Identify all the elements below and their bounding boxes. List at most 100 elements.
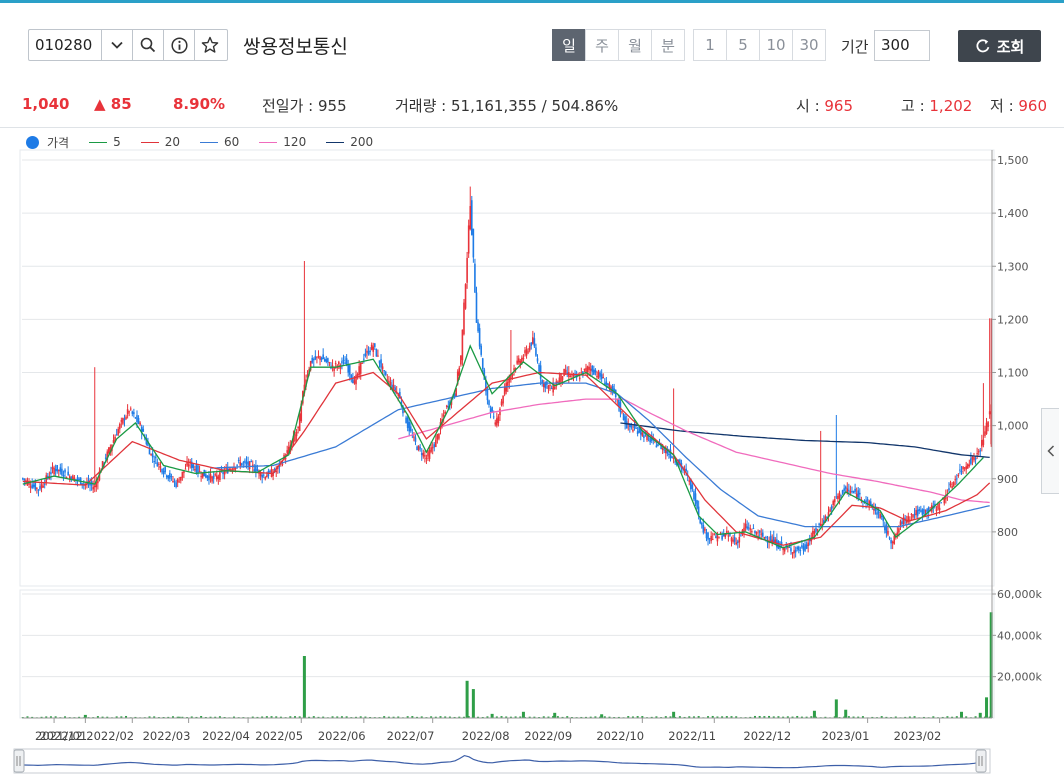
- candle-body: [639, 428, 642, 435]
- navigator-line: [23, 754, 980, 769]
- tab-minute-10[interactable]: 10: [759, 29, 793, 61]
- candle-body: [858, 492, 861, 495]
- candle-body: [416, 446, 418, 451]
- candle-body: [280, 461, 282, 463]
- tab-monthly[interactable]: 월: [618, 29, 652, 61]
- candle-body: [345, 358, 348, 366]
- candle-body: [532, 337, 534, 344]
- legend-ma60[interactable]: 60: [200, 135, 239, 149]
- candle-body: [890, 540, 892, 544]
- candle-body: [97, 480, 99, 484]
- volume-bar: [739, 717, 742, 718]
- candle-body: [179, 476, 182, 481]
- candle-body: [771, 539, 773, 543]
- tab-daily[interactable]: 일: [552, 29, 586, 61]
- side-panel-toggle[interactable]: [1041, 408, 1059, 494]
- candle-body: [34, 482, 37, 490]
- period-input[interactable]: 300: [874, 30, 930, 61]
- tab-minute-30[interactable]: 30: [792, 29, 826, 61]
- candle-body: [209, 474, 212, 479]
- star-icon[interactable]: [194, 30, 225, 60]
- candle-body: [239, 462, 242, 466]
- candle-body: [688, 480, 691, 482]
- candle-body: [491, 407, 493, 413]
- volume-bar: [908, 716, 911, 718]
- candle-body: [364, 353, 367, 356]
- volume-bar: [707, 716, 710, 718]
- candle-body: [510, 374, 512, 379]
- legend-ma5[interactable]: 5: [89, 135, 121, 149]
- price-tick-label: 1,100: [997, 367, 1029, 380]
- candle-body: [945, 494, 947, 500]
- volume-bar: [129, 717, 132, 718]
- candle-body: [475, 292, 478, 323]
- candle-body: [336, 365, 339, 369]
- volume-bar: [979, 716, 982, 718]
- volume-bar: [974, 716, 977, 718]
- candle-body: [658, 443, 661, 445]
- legend-ma5-label: 5: [113, 135, 121, 149]
- tab-minute-1[interactable]: 1: [693, 29, 727, 61]
- volume-tick-label: 20,000k: [997, 671, 1042, 684]
- candle-body: [588, 366, 590, 370]
- candle-body: [108, 447, 110, 454]
- candle-body: [228, 469, 231, 471]
- candle-body: [306, 374, 309, 378]
- candle-body: [447, 406, 450, 408]
- candle-body: [153, 461, 156, 463]
- candle-body: [489, 408, 492, 414]
- candle-body: [516, 360, 518, 364]
- legend-ma20[interactable]: 20: [140, 135, 180, 149]
- volume-bar: [672, 711, 676, 718]
- candle-body: [600, 374, 603, 379]
- candle-body: [672, 457, 675, 459]
- candle-body: [901, 521, 903, 525]
- legend-ma120-label: 120: [283, 135, 307, 149]
- candle-body: [54, 469, 57, 472]
- candle-body: [247, 461, 249, 466]
- stock-code-input[interactable]: 010280: [35, 36, 93, 54]
- info-icon[interactable]: [163, 30, 194, 60]
- candle-body: [37, 489, 40, 491]
- candle-body: [369, 350, 371, 353]
- candle-body: [780, 541, 783, 545]
- candle-body: [524, 350, 526, 353]
- candle-body: [979, 450, 982, 452]
- volume-bar: [989, 612, 993, 718]
- legend-ma120[interactable]: 120: [259, 135, 306, 149]
- volume-bar: [812, 710, 816, 718]
- candle-body: [178, 481, 181, 483]
- candle-body: [259, 472, 262, 477]
- candle-body: [455, 388, 457, 397]
- chevron-down-icon[interactable]: [101, 30, 132, 60]
- candle-body: [68, 476, 71, 480]
- volume-bar: [355, 716, 358, 718]
- volume-bar: [78, 716, 81, 718]
- candle-body: [445, 405, 448, 407]
- volume-bar: [397, 716, 400, 718]
- legend-price[interactable]: 가격: [26, 134, 69, 151]
- tab-minute[interactable]: 분: [651, 29, 685, 61]
- candle-body: [211, 476, 213, 482]
- tab-minute-5[interactable]: 5: [726, 29, 760, 61]
- candle-body: [970, 458, 972, 464]
- candle-body: [316, 356, 318, 358]
- legend-line-icon: [259, 141, 278, 143]
- tab-weekly[interactable]: 주: [585, 29, 619, 61]
- x-tick-label: 2022/06: [318, 729, 366, 743]
- legend-ma200[interactable]: 200: [326, 135, 373, 149]
- volume-bar: [890, 717, 893, 718]
- candle-body: [319, 356, 321, 360]
- volume-bar: [730, 716, 733, 718]
- volume-bar: [26, 716, 29, 718]
- query-button[interactable]: 조회: [958, 30, 1041, 62]
- candle-body: [833, 499, 836, 503]
- search-icon[interactable]: [132, 30, 163, 60]
- candle-body: [807, 542, 809, 547]
- candle-body: [657, 444, 659, 447]
- candle-body: [309, 360, 312, 371]
- candle-body: [542, 383, 545, 388]
- volume-bar: [467, 715, 470, 718]
- price-tick-label: 900: [997, 473, 1018, 486]
- candle-body: [674, 461, 676, 463]
